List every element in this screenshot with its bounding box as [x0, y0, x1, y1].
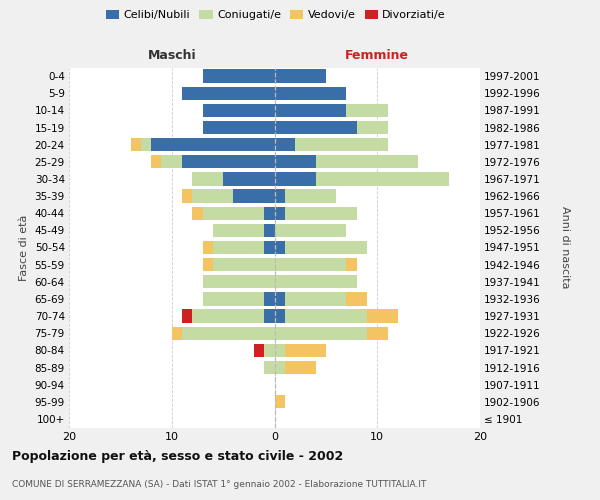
- Bar: [346, 292, 367, 306]
- Bar: [254, 344, 264, 357]
- Y-axis label: Fasce di età: Fasce di età: [19, 214, 29, 280]
- Bar: [275, 344, 285, 357]
- Bar: [275, 395, 285, 408]
- Bar: [203, 292, 264, 306]
- Bar: [275, 86, 346, 100]
- Bar: [275, 138, 295, 151]
- Bar: [346, 258, 356, 272]
- Text: Maschi: Maschi: [148, 50, 196, 62]
- Bar: [151, 155, 161, 168]
- Bar: [367, 326, 388, 340]
- Text: Femmine: Femmine: [345, 50, 409, 62]
- Bar: [264, 344, 275, 357]
- Bar: [192, 206, 203, 220]
- Bar: [316, 155, 418, 168]
- Bar: [264, 310, 275, 323]
- Bar: [264, 206, 275, 220]
- Bar: [182, 190, 193, 203]
- Bar: [203, 275, 275, 288]
- Bar: [203, 104, 275, 117]
- Bar: [213, 241, 264, 254]
- Bar: [275, 172, 316, 186]
- Bar: [295, 138, 388, 151]
- Bar: [193, 172, 223, 186]
- Bar: [203, 241, 213, 254]
- Bar: [275, 292, 285, 306]
- Bar: [356, 121, 388, 134]
- Bar: [285, 190, 336, 203]
- Bar: [346, 104, 388, 117]
- Bar: [275, 121, 356, 134]
- Bar: [285, 361, 316, 374]
- Bar: [275, 241, 285, 254]
- Bar: [275, 361, 285, 374]
- Bar: [264, 292, 275, 306]
- Bar: [203, 206, 264, 220]
- Bar: [161, 155, 182, 168]
- Bar: [203, 258, 213, 272]
- Bar: [285, 241, 367, 254]
- Bar: [182, 86, 275, 100]
- Bar: [264, 361, 275, 374]
- Bar: [182, 326, 275, 340]
- Bar: [264, 241, 275, 254]
- Bar: [233, 190, 275, 203]
- Y-axis label: Anni di nascita: Anni di nascita: [560, 206, 571, 289]
- Bar: [193, 190, 233, 203]
- Bar: [264, 224, 275, 237]
- Bar: [275, 70, 326, 83]
- Bar: [285, 344, 326, 357]
- Bar: [203, 121, 275, 134]
- Text: COMUNE DI SERRAMEZZANA (SA) - Dati ISTAT 1° gennaio 2002 - Elaborazione TUTTITAL: COMUNE DI SERRAMEZZANA (SA) - Dati ISTAT…: [12, 480, 427, 489]
- Bar: [182, 155, 275, 168]
- Bar: [275, 224, 346, 237]
- Bar: [367, 310, 398, 323]
- Bar: [172, 326, 182, 340]
- Bar: [131, 138, 141, 151]
- Bar: [223, 172, 275, 186]
- Legend: Celibi/Nubili, Coniugati/e, Vedovi/e, Divorziati/e: Celibi/Nubili, Coniugati/e, Vedovi/e, Di…: [101, 6, 451, 25]
- Bar: [275, 155, 316, 168]
- Bar: [285, 206, 356, 220]
- Bar: [182, 310, 193, 323]
- Bar: [193, 310, 264, 323]
- Bar: [275, 206, 285, 220]
- Bar: [151, 138, 275, 151]
- Bar: [275, 258, 346, 272]
- Text: Popolazione per età, sesso e stato civile - 2002: Popolazione per età, sesso e stato civil…: [12, 450, 343, 463]
- Bar: [316, 172, 449, 186]
- Bar: [275, 326, 367, 340]
- Bar: [213, 224, 264, 237]
- Bar: [275, 190, 285, 203]
- Bar: [275, 310, 285, 323]
- Bar: [213, 258, 275, 272]
- Bar: [285, 292, 346, 306]
- Bar: [285, 310, 367, 323]
- Bar: [203, 70, 275, 83]
- Bar: [141, 138, 151, 151]
- Bar: [275, 275, 356, 288]
- Bar: [275, 104, 346, 117]
